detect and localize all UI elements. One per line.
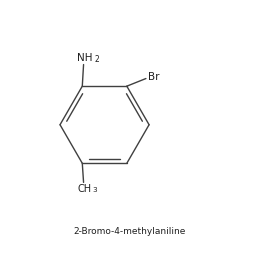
Text: 2-Bromo-4-methylaniline: 2-Bromo-4-methylaniline xyxy=(74,227,186,236)
Text: 2: 2 xyxy=(94,55,99,64)
Text: NH: NH xyxy=(77,53,93,62)
Text: CH: CH xyxy=(77,185,91,194)
Text: Br: Br xyxy=(148,71,159,81)
Text: 3: 3 xyxy=(92,187,97,193)
